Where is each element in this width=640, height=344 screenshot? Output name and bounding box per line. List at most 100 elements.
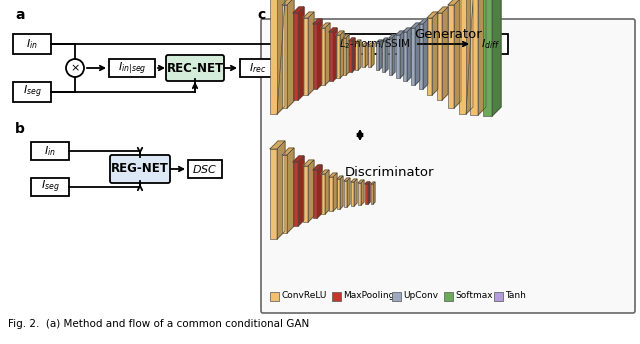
- Polygon shape: [313, 19, 322, 24]
- Polygon shape: [325, 170, 329, 214]
- FancyBboxPatch shape: [313, 24, 317, 89]
- Text: $I_{seg}$: $I_{seg}$: [40, 179, 60, 195]
- FancyBboxPatch shape: [365, 184, 368, 204]
- FancyBboxPatch shape: [332, 291, 341, 301]
- Polygon shape: [336, 31, 344, 35]
- FancyBboxPatch shape: [396, 35, 400, 78]
- FancyBboxPatch shape: [270, 0, 277, 114]
- Polygon shape: [346, 35, 349, 75]
- FancyBboxPatch shape: [240, 59, 276, 77]
- Text: $I_{in}$: $I_{in}$: [44, 144, 56, 158]
- Text: $I_{rec}$: $I_{rec}$: [250, 61, 267, 75]
- FancyBboxPatch shape: [337, 179, 340, 209]
- FancyBboxPatch shape: [437, 13, 442, 100]
- FancyBboxPatch shape: [444, 291, 453, 301]
- Polygon shape: [371, 182, 375, 184]
- Polygon shape: [293, 7, 304, 13]
- FancyBboxPatch shape: [392, 291, 401, 301]
- FancyBboxPatch shape: [427, 18, 432, 95]
- FancyBboxPatch shape: [483, 0, 492, 116]
- FancyBboxPatch shape: [336, 35, 340, 78]
- Polygon shape: [371, 43, 374, 67]
- FancyBboxPatch shape: [313, 170, 317, 218]
- Polygon shape: [317, 165, 322, 218]
- Text: ConvReLU: ConvReLU: [281, 291, 326, 301]
- Text: a: a: [15, 8, 24, 22]
- Polygon shape: [403, 28, 411, 32]
- Polygon shape: [343, 35, 349, 38]
- FancyBboxPatch shape: [448, 5, 454, 108]
- FancyBboxPatch shape: [303, 166, 308, 222]
- FancyBboxPatch shape: [293, 13, 298, 100]
- Polygon shape: [432, 12, 438, 95]
- Polygon shape: [329, 173, 337, 177]
- Text: c: c: [257, 8, 265, 22]
- Circle shape: [66, 59, 84, 77]
- Polygon shape: [385, 38, 388, 72]
- Polygon shape: [442, 7, 448, 100]
- Polygon shape: [340, 176, 343, 209]
- Polygon shape: [365, 182, 370, 184]
- FancyBboxPatch shape: [335, 34, 415, 54]
- Polygon shape: [287, 148, 294, 233]
- Polygon shape: [454, 0, 461, 108]
- FancyBboxPatch shape: [270, 291, 279, 301]
- Text: MaxPooling: MaxPooling: [343, 291, 394, 301]
- Text: Softmax: Softmax: [455, 291, 493, 301]
- Text: Fig. 2.  (a) Method and flow of a common conditional GAN: Fig. 2. (a) Method and flow of a common …: [8, 319, 309, 329]
- Polygon shape: [376, 40, 382, 43]
- FancyBboxPatch shape: [362, 46, 365, 67]
- FancyBboxPatch shape: [358, 183, 361, 205]
- Polygon shape: [287, 0, 294, 108]
- FancyBboxPatch shape: [343, 38, 346, 75]
- Polygon shape: [379, 40, 382, 70]
- Text: Discriminator: Discriminator: [345, 166, 435, 179]
- FancyBboxPatch shape: [293, 162, 298, 226]
- FancyBboxPatch shape: [282, 155, 287, 233]
- FancyBboxPatch shape: [329, 177, 333, 211]
- Polygon shape: [317, 19, 322, 89]
- Polygon shape: [466, 0, 473, 114]
- Polygon shape: [362, 43, 368, 46]
- FancyBboxPatch shape: [13, 34, 51, 54]
- Text: $I_{seg}$: $I_{seg}$: [22, 84, 42, 100]
- FancyBboxPatch shape: [321, 174, 325, 214]
- Polygon shape: [340, 31, 344, 78]
- FancyBboxPatch shape: [470, 0, 478, 115]
- Polygon shape: [313, 165, 322, 170]
- Polygon shape: [419, 19, 428, 24]
- FancyBboxPatch shape: [329, 32, 333, 81]
- Polygon shape: [411, 23, 420, 28]
- FancyBboxPatch shape: [459, 0, 466, 114]
- FancyBboxPatch shape: [282, 5, 287, 108]
- Polygon shape: [337, 176, 343, 179]
- Polygon shape: [298, 156, 304, 226]
- FancyBboxPatch shape: [494, 291, 503, 301]
- Polygon shape: [448, 0, 461, 5]
- Polygon shape: [298, 7, 304, 100]
- FancyBboxPatch shape: [376, 43, 379, 70]
- Polygon shape: [358, 180, 364, 183]
- Polygon shape: [400, 31, 404, 78]
- Polygon shape: [354, 179, 357, 206]
- Polygon shape: [293, 156, 304, 162]
- FancyBboxPatch shape: [110, 155, 170, 183]
- Polygon shape: [351, 179, 357, 182]
- FancyBboxPatch shape: [411, 28, 415, 85]
- FancyBboxPatch shape: [389, 38, 392, 75]
- Text: $DSC$: $DSC$: [192, 163, 218, 175]
- Text: REG-NET: REG-NET: [111, 162, 169, 175]
- FancyBboxPatch shape: [31, 142, 69, 160]
- Polygon shape: [352, 38, 355, 72]
- FancyBboxPatch shape: [403, 32, 407, 81]
- Polygon shape: [308, 12, 314, 95]
- Polygon shape: [349, 38, 355, 41]
- Polygon shape: [321, 23, 330, 28]
- Polygon shape: [437, 7, 448, 13]
- Polygon shape: [347, 178, 350, 207]
- FancyBboxPatch shape: [368, 46, 371, 67]
- Polygon shape: [303, 12, 314, 18]
- FancyBboxPatch shape: [371, 184, 373, 204]
- Text: $L_2$-norm/SSIM: $L_2$-norm/SSIM: [339, 37, 411, 51]
- FancyBboxPatch shape: [349, 41, 352, 72]
